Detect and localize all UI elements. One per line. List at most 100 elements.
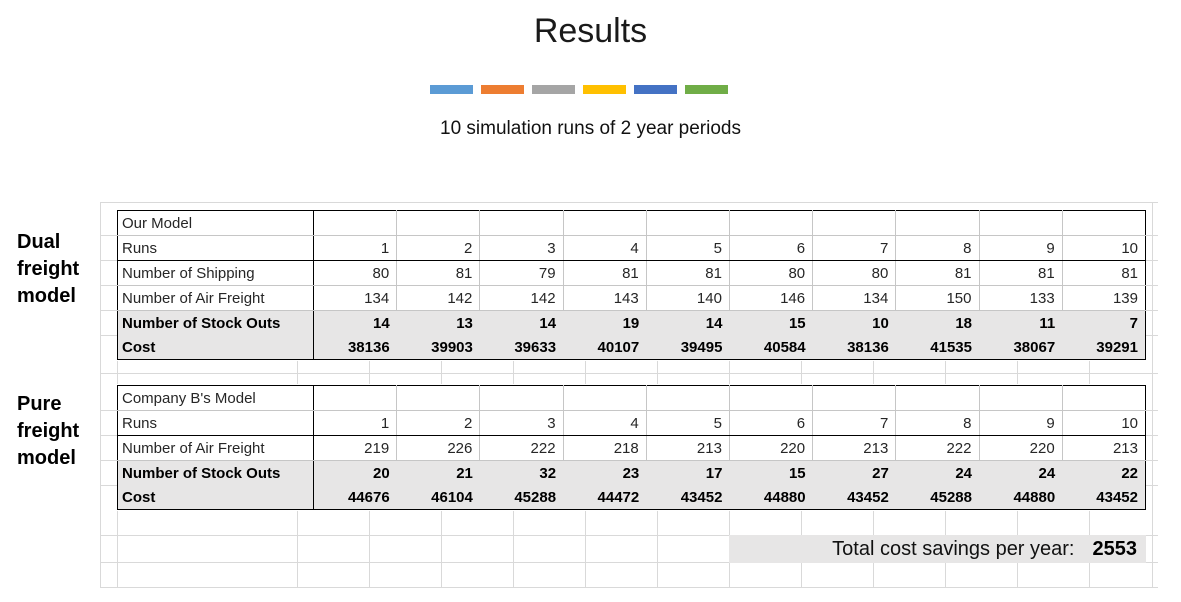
data-cell: 39291 <box>1062 335 1146 360</box>
data-cell: 44676 <box>313 485 397 510</box>
data-cell: 19 <box>563 310 647 335</box>
data-cell: 24 <box>979 460 1063 485</box>
gridline <box>441 511 442 587</box>
data-cell: 150 <box>895 285 980 311</box>
data-cell <box>979 385 1063 411</box>
data-cell: 133 <box>979 285 1063 311</box>
data-cell <box>895 385 980 411</box>
gridline <box>297 511 298 587</box>
row-label: Our Model <box>117 210 314 236</box>
gridline <box>585 361 586 384</box>
data-cell <box>563 210 647 236</box>
data-cell: 146 <box>729 285 814 311</box>
gridline <box>873 361 874 384</box>
data-cell: 46104 <box>396 485 480 510</box>
data-cell <box>979 210 1063 236</box>
gridline <box>100 587 1158 588</box>
data-cell: 220 <box>979 435 1063 461</box>
accent-bar <box>634 85 677 94</box>
data-cell: 4 <box>563 235 647 261</box>
table-row: Our Model <box>117 210 1146 236</box>
gridline <box>729 361 730 384</box>
data-cell <box>646 210 730 236</box>
data-cell: 45288 <box>895 485 979 510</box>
row-label: Number of Air Freight <box>117 285 314 311</box>
data-cell: 7 <box>812 410 897 436</box>
data-cell: 3 <box>479 410 564 436</box>
data-cell: 81 <box>1062 260 1146 286</box>
data-cell: 6 <box>729 410 814 436</box>
data-cell: 44880 <box>979 485 1063 510</box>
gridline <box>100 373 1158 374</box>
accent-bar <box>532 85 575 94</box>
data-cell: 10 <box>812 310 896 335</box>
data-cell: 81 <box>396 260 481 286</box>
data-cell: 32 <box>479 460 564 485</box>
table-row: Runs 1 2 3 4 5 6 7 8 9 10 <box>117 410 1146 436</box>
gridline <box>369 361 370 384</box>
side-label-dual-freight-model: Dual freight model <box>17 231 80 307</box>
data-cell: 213 <box>1062 435 1146 461</box>
data-cell: 40584 <box>729 335 813 360</box>
table-row: Number of Stock Outs 14 13 14 19 14 15 10 18 11 7 <box>117 310 1146 335</box>
row-label: Runs <box>117 235 314 261</box>
data-cell: 1 <box>313 235 398 261</box>
data-cell: 80 <box>812 260 897 286</box>
data-cell: 142 <box>479 285 564 311</box>
gridline <box>801 361 802 384</box>
subtitle: 10 simulation runs of 2 year periods <box>440 118 741 139</box>
data-cell: 14 <box>646 310 730 335</box>
data-cell: 5 <box>646 410 730 436</box>
data-cell: 1 <box>313 410 398 436</box>
gridline <box>585 511 586 587</box>
data-cell: 134 <box>812 285 897 311</box>
data-cell <box>313 210 398 236</box>
table-row: Number of Stock Outs 20 21 32 23 17 15 27 24 24 22 <box>117 460 1146 485</box>
data-cell <box>313 385 398 411</box>
data-cell: 219 <box>313 435 398 461</box>
data-cell: 7 <box>812 235 897 261</box>
row-label: Cost <box>117 485 314 510</box>
data-cell <box>479 385 564 411</box>
data-cell: 6 <box>729 235 814 261</box>
data-cell: 41535 <box>895 335 979 360</box>
data-cell <box>729 385 814 411</box>
data-cell <box>1062 210 1146 236</box>
our-model-table: Our Model Runs 1 2 3 4 5 6 7 8 9 10 Number of Shippi… <box>117 210 1146 360</box>
data-cell <box>729 210 814 236</box>
row-label: Number of Shipping <box>117 260 314 286</box>
page-title: Results <box>533 12 648 50</box>
data-cell: 10 <box>1062 410 1146 436</box>
data-cell: 44880 <box>729 485 813 510</box>
data-cell: 143 <box>563 285 647 311</box>
row-label: Number of Air Freight <box>117 435 314 461</box>
data-cell <box>396 210 481 236</box>
table-row: Cost 44676 46104 45288 44472 43452 44880 43452 4… <box>117 485 1146 510</box>
data-cell: 11 <box>979 310 1063 335</box>
table-row: Number of Shipping 80 81 79 81 81 80 80 81 81 81 <box>117 260 1146 286</box>
gridline <box>657 361 658 384</box>
data-cell: 14 <box>479 310 564 335</box>
data-cell: 79 <box>479 260 564 286</box>
data-cell: 81 <box>979 260 1063 286</box>
data-cell: 20 <box>313 460 397 485</box>
data-cell <box>1062 385 1146 411</box>
accent-bars-decoration <box>430 85 728 94</box>
gridline <box>1089 361 1090 384</box>
data-cell: 14 <box>313 310 397 335</box>
table-row: Cost 38136 39903 39633 40107 39495 40584 38136 4… <box>117 335 1146 360</box>
data-cell: 140 <box>646 285 730 311</box>
data-cell: 9 <box>979 410 1063 436</box>
gridline <box>100 202 1158 203</box>
data-cell: 134 <box>313 285 398 311</box>
data-cell: 40107 <box>563 335 647 360</box>
data-cell <box>812 210 897 236</box>
row-label: Number of Stock Outs <box>117 310 314 335</box>
data-cell: 23 <box>563 460 647 485</box>
total-savings-value: 2553 <box>1092 537 1138 560</box>
data-cell: 39495 <box>646 335 730 360</box>
data-cell <box>812 385 897 411</box>
data-cell: 38136 <box>812 335 896 360</box>
data-cell: 8 <box>895 410 980 436</box>
gridline <box>945 361 946 384</box>
